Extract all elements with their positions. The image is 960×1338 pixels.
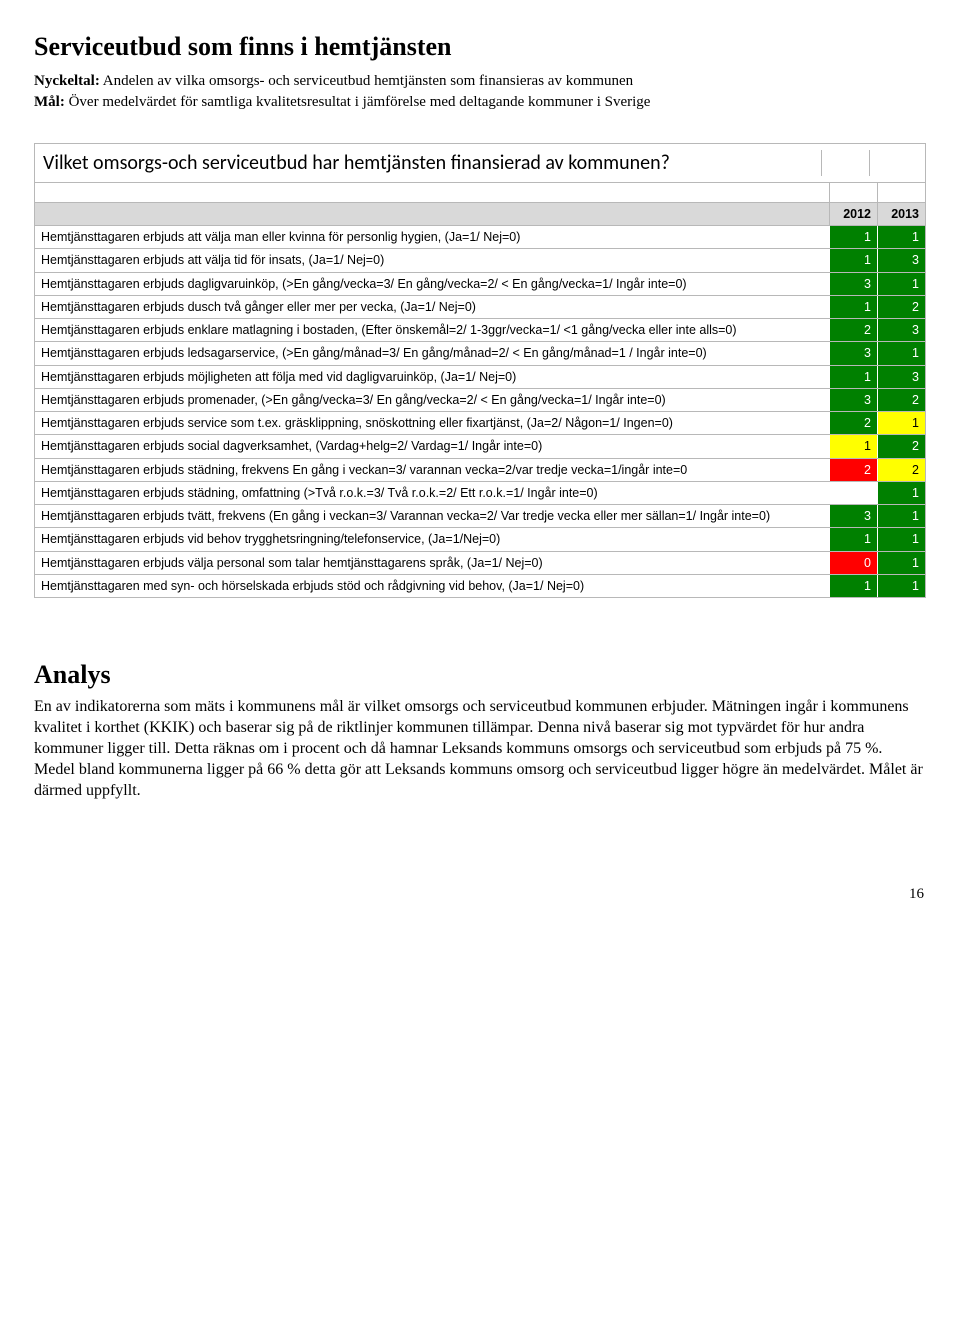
table-row: Hemtjänsttagaren erbjuds möjligheten att… xyxy=(35,366,925,389)
row-value-2012: 2 xyxy=(829,412,877,434)
row-value-2013: 1 xyxy=(877,482,925,504)
row-value-2013: 3 xyxy=(877,249,925,271)
row-value-2013: 3 xyxy=(877,319,925,341)
row-value-2013: 1 xyxy=(877,575,925,597)
table-row: Hemtjänsttagaren erbjuds att välja tid f… xyxy=(35,249,925,272)
nyckeltal-label: Nyckeltal: xyxy=(34,73,100,89)
row-value-2012 xyxy=(829,482,877,504)
analys-heading: Analys xyxy=(34,658,926,692)
row-value-2012: 0 xyxy=(829,552,877,574)
row-label: Hemtjänsttagaren erbjuds att välja man e… xyxy=(35,226,829,248)
row-value-2012: 3 xyxy=(829,273,877,295)
row-value-2012: 1 xyxy=(829,435,877,457)
row-label: Hemtjänsttagaren erbjuds möjligheten att… xyxy=(35,366,829,388)
table-row: Hemtjänsttagaren erbjuds välja personal … xyxy=(35,552,925,575)
table-question: Vilket omsorgs-och serviceutbud har hemt… xyxy=(43,150,821,176)
mal-text: Över medelvärdet för samtliga kvalitetsr… xyxy=(65,94,651,110)
row-label: Hemtjänsttagaren erbjuds att välja tid f… xyxy=(35,249,829,271)
row-value-2012: 1 xyxy=(829,226,877,248)
table-row: Hemtjänsttagaren erbjuds promenader, (>E… xyxy=(35,389,925,412)
table-row: Hemtjänsttagaren med syn- och hörselskad… xyxy=(35,575,925,597)
year-2012: 2012 xyxy=(829,203,877,225)
row-label: Hemtjänsttagaren erbjuds social dagverks… xyxy=(35,435,829,457)
row-label: Hemtjänsttagaren erbjuds dusch två gånge… xyxy=(35,296,829,318)
row-value-2013: 2 xyxy=(877,389,925,411)
row-value-2013: 2 xyxy=(877,459,925,481)
table-row: Hemtjänsttagaren erbjuds social dagverks… xyxy=(35,435,925,458)
table-question-row: Vilket omsorgs-och serviceutbud har hemt… xyxy=(35,144,925,183)
row-value-2012: 1 xyxy=(829,528,877,550)
row-value-2012: 2 xyxy=(829,319,877,341)
row-label: Hemtjänsttagaren erbjuds service som t.e… xyxy=(35,412,829,434)
row-label: Hemtjänsttagaren erbjuds ledsagarservice… xyxy=(35,342,829,364)
table-row: Hemtjänsttagaren erbjuds vid behov trygg… xyxy=(35,528,925,551)
row-value-2013: 1 xyxy=(877,528,925,550)
row-value-2012: 3 xyxy=(829,342,877,364)
table-row: Hemtjänsttagaren erbjuds städning, omfat… xyxy=(35,482,925,505)
row-value-2013: 2 xyxy=(877,435,925,457)
service-table: Vilket omsorgs-och serviceutbud har hemt… xyxy=(34,143,926,598)
row-label: Hemtjänsttagaren erbjuds städning, frekv… xyxy=(35,459,829,481)
row-value-2013: 1 xyxy=(877,412,925,434)
row-value-2012: 1 xyxy=(829,366,877,388)
row-label: Hemtjänsttagaren erbjuds tvätt, frekvens… xyxy=(35,505,829,527)
row-value-2012: 3 xyxy=(829,389,877,411)
nyckeltal-text: Andelen av vilka omsorgs- och serviceutb… xyxy=(100,73,633,89)
row-value-2012: 3 xyxy=(829,505,877,527)
row-value-2013: 1 xyxy=(877,505,925,527)
row-label: Hemtjänsttagaren erbjuds dagligvaruinköp… xyxy=(35,273,829,295)
row-value-2012: 2 xyxy=(829,459,877,481)
table-row: Hemtjänsttagaren erbjuds att välja man e… xyxy=(35,226,925,249)
row-label: Hemtjänsttagaren erbjuds vid behov trygg… xyxy=(35,528,829,550)
row-value-2012: 1 xyxy=(829,249,877,271)
row-value-2013: 3 xyxy=(877,366,925,388)
table-header-blank1 xyxy=(821,150,869,176)
row-label: Hemtjänsttagaren erbjuds städning, omfat… xyxy=(35,482,829,504)
intro-block: Nyckeltal: Andelen av vilka omsorgs- och… xyxy=(34,72,926,113)
table-header-blank2 xyxy=(869,150,917,176)
row-label: Hemtjänsttagaren med syn- och hörselskad… xyxy=(35,575,829,597)
row-value-2012: 1 xyxy=(829,575,877,597)
page-title: Serviceutbud som finns i hemtjänsten xyxy=(34,30,926,64)
row-label: Hemtjänsttagaren erbjuds promenader, (>E… xyxy=(35,389,829,411)
table-row: Hemtjänsttagaren erbjuds enklare matlagn… xyxy=(35,319,925,342)
table-row: Hemtjänsttagaren erbjuds ledsagarservice… xyxy=(35,342,925,365)
table-row: Hemtjänsttagaren erbjuds service som t.e… xyxy=(35,412,925,435)
mal-label: Mål: xyxy=(34,94,65,110)
page-number: 16 xyxy=(34,885,926,905)
table-year-row: 2012 2013 xyxy=(35,203,925,226)
row-value-2013: 1 xyxy=(877,552,925,574)
row-value-2012: 1 xyxy=(829,296,877,318)
analys-body: En av indikatorerna som mäts i kommunens… xyxy=(34,696,926,802)
table-row: Hemtjänsttagaren erbjuds städning, frekv… xyxy=(35,459,925,482)
row-value-2013: 1 xyxy=(877,342,925,364)
row-label: Hemtjänsttagaren erbjuds välja personal … xyxy=(35,552,829,574)
row-value-2013: 1 xyxy=(877,226,925,248)
table-blank-row xyxy=(35,183,925,203)
table-row: Hemtjänsttagaren erbjuds dagligvaruinköp… xyxy=(35,273,925,296)
row-label: Hemtjänsttagaren erbjuds enklare matlagn… xyxy=(35,319,829,341)
row-value-2013: 2 xyxy=(877,296,925,318)
year-2013: 2013 xyxy=(877,203,925,225)
table-row: Hemtjänsttagaren erbjuds dusch två gånge… xyxy=(35,296,925,319)
row-value-2013: 1 xyxy=(877,273,925,295)
table-row: Hemtjänsttagaren erbjuds tvätt, frekvens… xyxy=(35,505,925,528)
